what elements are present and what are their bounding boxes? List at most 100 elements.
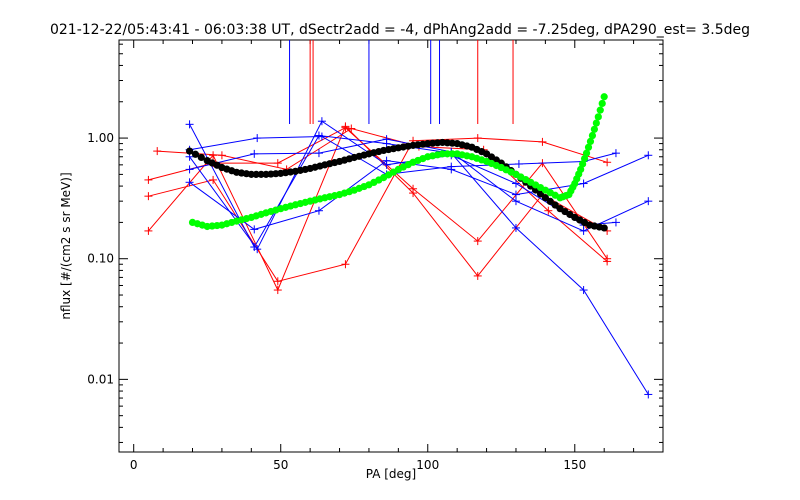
- plus-marker: [314, 206, 323, 215]
- curve-point: [286, 202, 295, 210]
- curve-point: [588, 131, 597, 140]
- x-tick-label: 150: [563, 458, 586, 472]
- plus-marker: [250, 225, 259, 234]
- plus-marker: [185, 120, 194, 129]
- plus-marker: [144, 192, 153, 201]
- curve-point: [360, 182, 368, 191]
- plus-marker: [273, 159, 282, 168]
- series-line: [148, 137, 608, 282]
- plus-marker: [253, 134, 262, 143]
- plus-marker: [273, 286, 282, 295]
- x-tick-label: 100: [416, 458, 439, 472]
- plus-marker: [511, 223, 520, 232]
- y-tick-label: 0.01: [87, 372, 114, 386]
- curve-point: [463, 142, 471, 150]
- curve-point: [228, 218, 236, 227]
- curve-point: [316, 162, 324, 170]
- curve-point: [419, 155, 427, 163]
- curve-point: [185, 147, 194, 155]
- curve-point: [331, 192, 339, 200]
- curve-point: [507, 168, 515, 176]
- plus-marker: [611, 218, 620, 227]
- plus-marker: [409, 184, 418, 193]
- chart-title: 021-12-22/05:43:41 - 06:03:38 UT, dSectr…: [50, 22, 750, 38]
- curve-point: [562, 192, 570, 200]
- plus-marker: [511, 190, 520, 199]
- curve-point: [582, 149, 591, 157]
- plus-marker: [144, 226, 153, 235]
- plus-marker: [185, 178, 194, 187]
- curve-point: [551, 191, 559, 199]
- curve-point: [360, 151, 368, 159]
- curve-point: [389, 168, 398, 176]
- curve-point: [404, 161, 412, 169]
- plus-marker: [382, 135, 391, 144]
- curve-point: [301, 198, 309, 206]
- plus-marker: [544, 206, 553, 215]
- plus-marker: [603, 158, 612, 167]
- curve-point: [272, 170, 280, 178]
- curve-point: [228, 167, 236, 175]
- curve-point: [594, 113, 602, 121]
- plus-marker: [514, 159, 523, 168]
- curve-point: [213, 161, 221, 169]
- plus-marker: [473, 134, 482, 143]
- curve-point: [272, 206, 280, 214]
- curve-point: [213, 221, 221, 230]
- curve-point: [301, 165, 309, 174]
- curve-point: [592, 119, 600, 127]
- plus-marker: [644, 390, 653, 399]
- plus-marker: [217, 151, 226, 160]
- curve-point: [536, 190, 545, 198]
- curve-point: [478, 148, 486, 156]
- curve-point: [569, 183, 577, 191]
- curve-point: [345, 188, 353, 196]
- plus-marker: [538, 137, 547, 146]
- curve-point: [257, 170, 265, 178]
- plus-marker: [341, 123, 350, 132]
- curve-point: [596, 106, 604, 114]
- x-tick-label: 0: [130, 458, 138, 472]
- plus-marker: [644, 197, 653, 206]
- curve-point: [331, 158, 339, 167]
- curve-point: [419, 140, 427, 148]
- series-group: [144, 93, 653, 399]
- plus-marker: [341, 260, 350, 269]
- curve-point: [551, 201, 559, 209]
- plus-marker: [273, 277, 282, 286]
- x-axis: 0 50 100 150: [130, 40, 635, 472]
- series-line: [189, 135, 617, 175]
- x-axis-label: PA [deg]: [366, 467, 416, 481]
- plus-marker: [473, 237, 482, 246]
- plus-marker: [579, 286, 588, 295]
- curve-point: [433, 139, 442, 147]
- curve-point: [463, 152, 471, 160]
- y-axis-label: nflux [#/(cm2 s sr MeV)]: [59, 172, 73, 319]
- x-tick-label: 50: [273, 458, 288, 472]
- plus-marker: [317, 132, 326, 141]
- plus-marker: [250, 149, 259, 158]
- curve-point: [448, 150, 456, 158]
- curve-point: [478, 156, 486, 164]
- curve-point: [375, 176, 383, 184]
- curve-point: [586, 137, 595, 145]
- curve-point: [575, 170, 583, 178]
- plus-marker: [382, 160, 391, 169]
- series-11: [188, 93, 608, 231]
- curve-point: [389, 145, 398, 153]
- series-line: [189, 120, 617, 251]
- series-line: [189, 124, 649, 395]
- curve-point: [584, 143, 593, 151]
- curve-point: [286, 168, 295, 176]
- plus-marker: [317, 117, 326, 126]
- plus-marker: [603, 257, 612, 266]
- plus-marker: [314, 149, 323, 158]
- y-tick-label: 1.00: [87, 131, 114, 145]
- plus-marker: [253, 245, 262, 254]
- plus-marker: [209, 175, 218, 184]
- curve-point: [345, 155, 353, 163]
- curve-point: [579, 160, 587, 168]
- curve-point: [598, 99, 606, 108]
- plus-marker: [185, 165, 194, 174]
